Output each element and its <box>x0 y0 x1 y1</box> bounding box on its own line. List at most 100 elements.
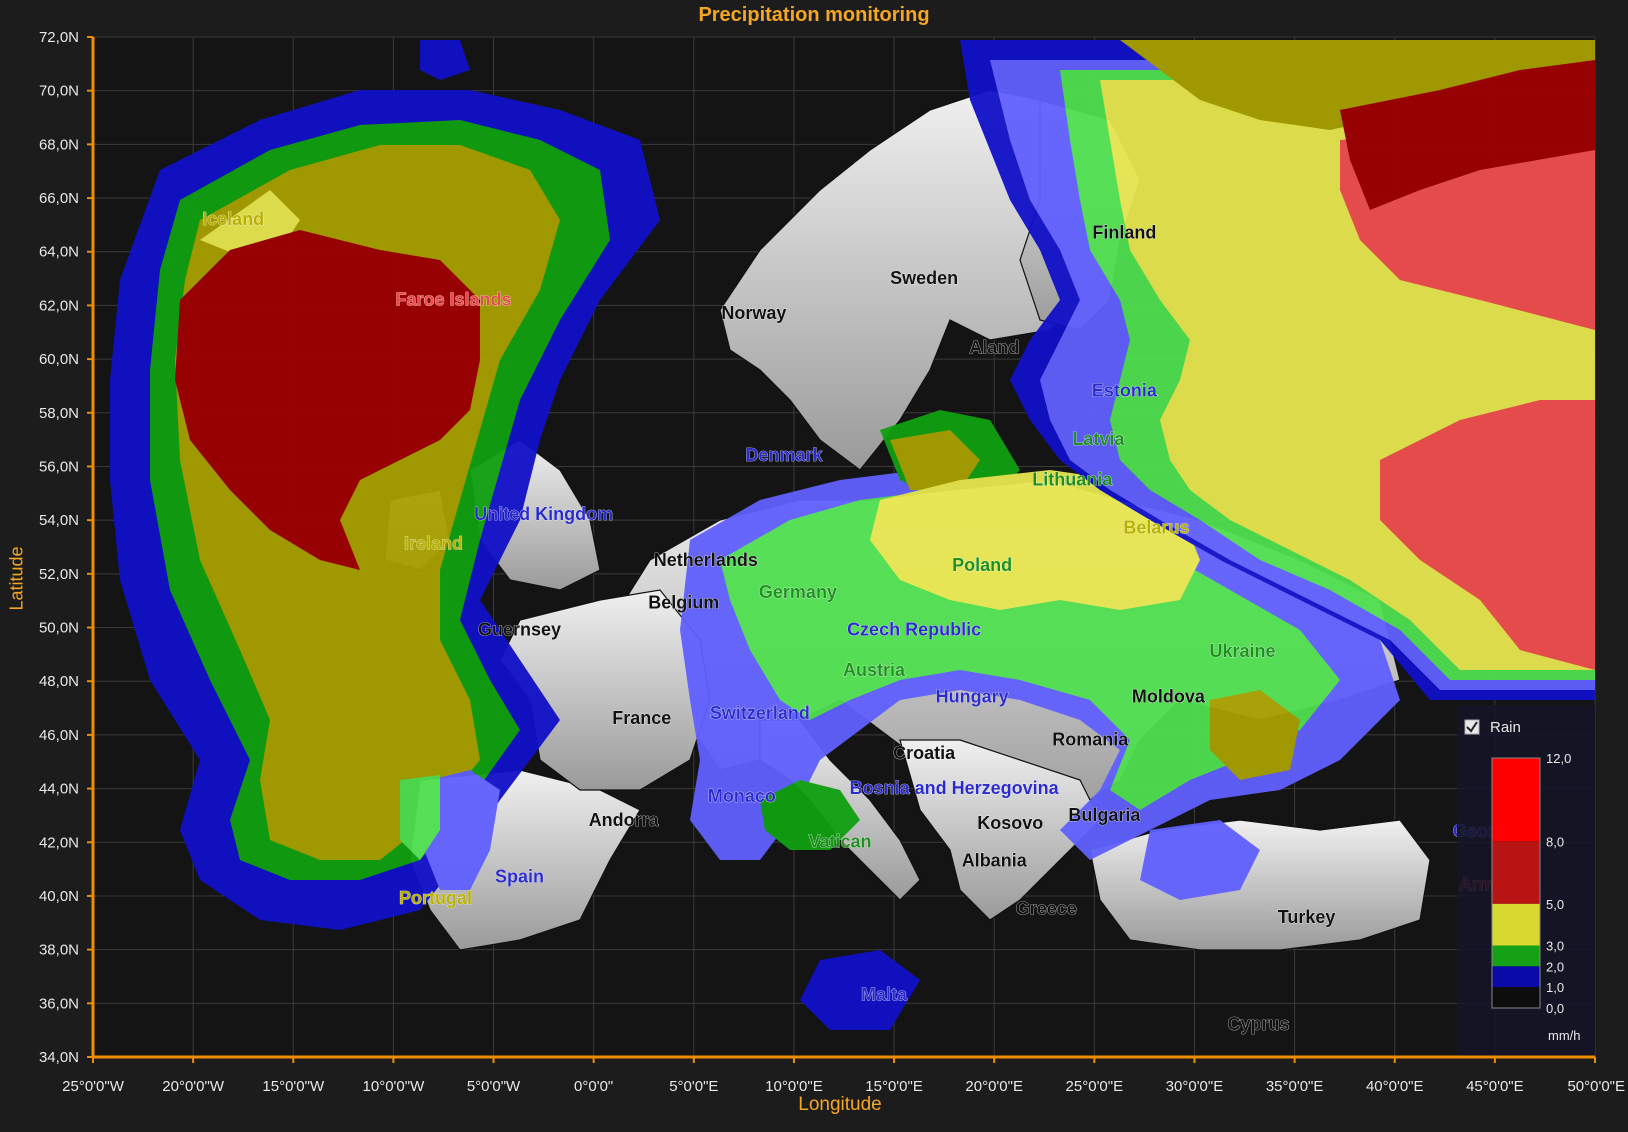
x-tick-label: 25°0'0"E <box>1066 1078 1124 1095</box>
atlantic-red-core <box>175 230 480 570</box>
country-label: Lithuania <box>1032 469 1113 489</box>
legend-tick-label: 2,0 <box>1546 959 1564 974</box>
country-label: Kosovo <box>977 813 1043 833</box>
legend-tick-label: 12,0 <box>1546 751 1571 766</box>
y-tick-label: 54,0N <box>39 512 79 529</box>
y-tick-label: 48,0N <box>39 673 79 690</box>
legend-band <box>1492 841 1540 904</box>
x-tick-label: 15°0'0"E <box>865 1078 923 1095</box>
x-tick-label: 10°0'0"E <box>765 1078 823 1095</box>
country-label: Iceland <box>202 209 264 229</box>
map-layers: Iceland Faroe Islands Norway Sweden Finland A… <box>110 40 1595 1034</box>
country-label: Cyprus <box>1228 1014 1290 1034</box>
country-label: Portugal <box>399 888 472 908</box>
country-label: Czech Republic <box>847 620 981 640</box>
turkey-blue <box>1140 820 1260 900</box>
legend-unit: mm/h <box>1548 1028 1581 1043</box>
x-tick-label: 20°0'0"E <box>965 1078 1023 1095</box>
country-label: Netherlands <box>654 550 758 570</box>
y-tick-label: 60,0N <box>39 351 79 368</box>
y-tick-label: 68,0N <box>39 136 79 153</box>
legend-tick-label: 8,0 <box>1546 834 1564 849</box>
y-axis-ticks: 72,0N 70,0N 68,0N 66,0N 64,0N 62,0N 60,0N 58,0N… <box>39 29 93 1066</box>
x-tick-label: 20°0'0"W <box>162 1078 225 1095</box>
y-tick-label: 70,0N <box>39 83 79 100</box>
country-label: Belgium <box>648 593 719 613</box>
x-tick-label: 30°0'0"E <box>1166 1078 1224 1095</box>
country-label: Hungary <box>936 687 1009 707</box>
x-tick-label: 15°0'0"W <box>262 1078 325 1095</box>
legend-series-name[interactable]: Rain <box>1490 719 1521 736</box>
x-axis-ticks: 25°0'0"W 20°0'0"W 15°0'0"W 10°0'0"W 5°0'0"W 0… <box>62 1057 1625 1095</box>
balkans-land <box>899 739 1101 921</box>
y-tick-label: 46,0N <box>39 727 79 744</box>
turkey-land <box>1089 819 1431 951</box>
x-axis-title: Longitude <box>798 1094 882 1115</box>
y-tick-label: 50,0N <box>39 620 79 637</box>
y-tick-label: 38,0N <box>39 942 79 959</box>
legend-band <box>1492 903 1540 946</box>
y-tick-label: 62,0N <box>39 297 79 314</box>
country-label: Estonia <box>1092 381 1158 401</box>
x-tick-label: 25°0'0"W <box>62 1078 125 1095</box>
x-tick-label: 45°0'0"E <box>1466 1078 1524 1095</box>
y-tick-label: 56,0N <box>39 458 79 475</box>
portugal-green <box>400 775 440 860</box>
checkmark-icon <box>1466 721 1478 733</box>
country-label: Vatican <box>808 832 871 852</box>
country-label: Monaco <box>708 786 776 806</box>
x-tick-label: 0°0'0" <box>574 1078 613 1095</box>
legend-tick-labels: 12,0 8,0 5,0 3,0 2,0 1,0 0,0 <box>1546 751 1571 1016</box>
country-label: Norway <box>721 303 786 323</box>
y-tick-label: 52,0N <box>39 566 79 583</box>
country-label: Moldova <box>1132 687 1206 707</box>
country-label: Greece <box>1016 899 1077 919</box>
y-tick-label: 42,0N <box>39 834 79 851</box>
east-yellow-band <box>870 470 1200 610</box>
country-label: Turkey <box>1278 907 1336 927</box>
country-label: France <box>612 708 671 728</box>
y-tick-label: 40,0N <box>39 888 79 905</box>
x-tick-label: 5°0'0"W <box>467 1078 521 1095</box>
legend-band <box>1492 966 1540 988</box>
y-tick-label: 34,0N <box>39 1049 79 1066</box>
y-tick-label: 44,0N <box>39 781 79 798</box>
legend-scale-border <box>1491 757 1541 1009</box>
country-label: Spain <box>495 867 544 887</box>
north-atlantic-blue-top <box>420 40 470 80</box>
legend-band <box>1492 758 1540 842</box>
country-label: Malta <box>861 985 908 1005</box>
central-olive-band <box>890 430 980 490</box>
country-label: Latvia <box>1072 429 1125 449</box>
country-label: Poland <box>952 555 1012 575</box>
legend-tick-label: 5,0 <box>1546 897 1564 912</box>
y-tick-label: 72,0N <box>39 29 79 46</box>
russia-darkred-north <box>1340 60 1595 210</box>
country-label: Switzerland <box>710 703 810 723</box>
country-label: Germany <box>759 582 837 602</box>
country-label: Ukraine <box>1210 641 1276 661</box>
y-tick-label: 58,0N <box>39 405 79 422</box>
black-sea-olive <box>1210 690 1300 780</box>
country-label: Sweden <box>890 268 958 288</box>
x-tick-label: 40°0'0"E <box>1366 1078 1424 1095</box>
vatican-green <box>760 780 860 850</box>
chart-title: Precipitation monitoring <box>698 4 930 26</box>
country-label: Faroe Islands <box>395 289 511 309</box>
country-label: United Kingdom <box>474 504 613 524</box>
y-tick-label: 36,0N <box>39 995 79 1012</box>
country-label: Austria <box>843 660 906 680</box>
x-tick-label: 5°0'0"E <box>669 1078 718 1095</box>
legend: Rain 12,0 8,0 5,0 3,0 2,0 1,0 0,0 mm/h <box>1457 705 1595 1055</box>
x-tick-label: 35°0'0"E <box>1266 1078 1324 1095</box>
country-label: Croatia <box>893 743 956 763</box>
country-label: Ireland <box>404 534 463 554</box>
x-tick-label: 50°0'0"E <box>1567 1078 1625 1095</box>
y-tick-label: 64,0N <box>39 244 79 261</box>
legend-band <box>1492 945 1540 967</box>
legend-tick-label: 3,0 <box>1546 939 1564 954</box>
country-label: Finland <box>1092 222 1156 242</box>
legend-tick-label: 0,0 <box>1546 1001 1564 1016</box>
